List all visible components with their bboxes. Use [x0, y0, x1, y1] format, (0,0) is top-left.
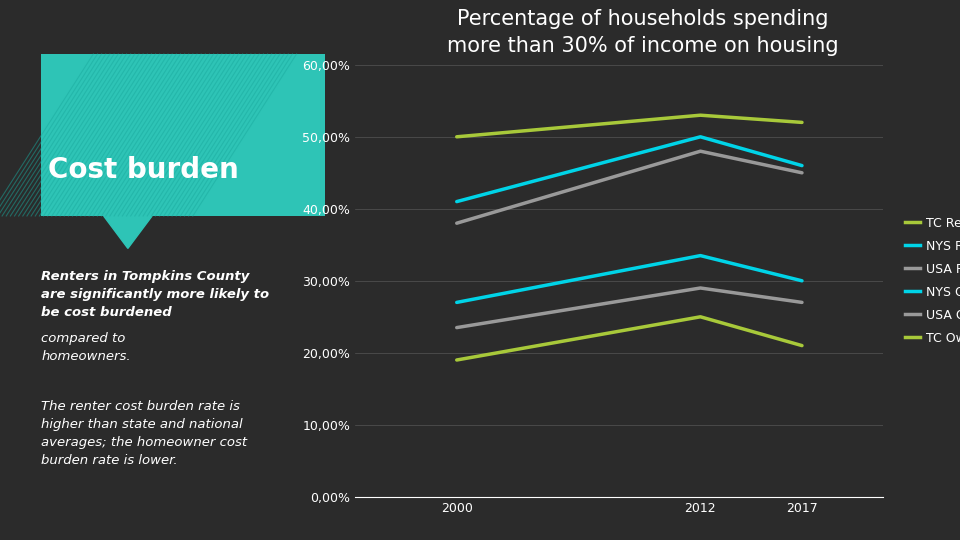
Text: Cost burden: Cost burden: [48, 156, 239, 184]
Text: Percentage of households spending
more than 30% of income on housing: Percentage of households spending more t…: [447, 9, 839, 56]
Polygon shape: [104, 216, 152, 248]
Text: compared to
homeowners.: compared to homeowners.: [41, 332, 132, 363]
Text: The renter cost burden rate is
higher than state and national
averages; the home: The renter cost burden rate is higher th…: [41, 400, 248, 467]
Legend: TC Renters, NYS Renters, USA Renters, NYS Owners, USA Owners, TC Owners: TC Renters, NYS Renters, USA Renters, NY…: [900, 212, 960, 350]
FancyBboxPatch shape: [41, 54, 324, 216]
Text: Renters in Tompkins County
are significantly more likely to
be cost burdened: Renters in Tompkins County are significa…: [41, 270, 270, 319]
